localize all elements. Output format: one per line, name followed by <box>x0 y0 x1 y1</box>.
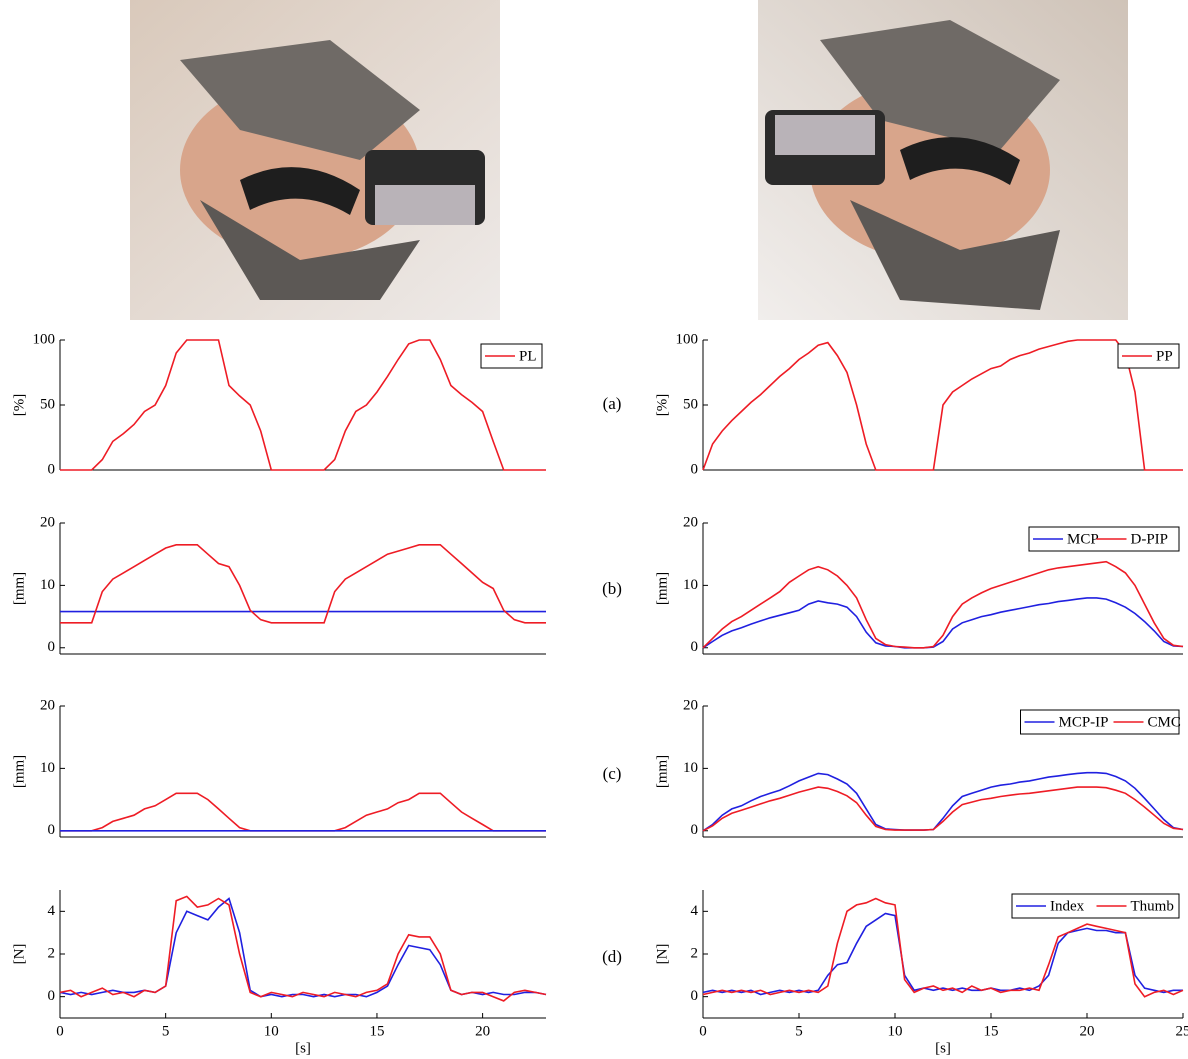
y-axis-label: [mm] <box>654 572 670 605</box>
y-tick-label: 10 <box>40 760 55 776</box>
y-tick-label: 0 <box>48 461 56 477</box>
x-tick-label: 15 <box>984 1023 999 1039</box>
y-tick-label: 0 <box>691 639 699 655</box>
y-tick-label: 0 <box>691 822 699 838</box>
y-axis-label: [%] <box>654 394 670 417</box>
x-tick-label: 5 <box>795 1023 803 1039</box>
y-tick-label: 4 <box>48 903 56 919</box>
y-tick-label: 10 <box>40 577 55 593</box>
x-tick-label: 10 <box>888 1023 903 1039</box>
photo-right <box>758 0 1128 320</box>
y-tick-label: 20 <box>40 514 55 530</box>
y-axis-label: [N] <box>11 944 27 965</box>
series-line <box>59 895 547 1002</box>
legend-label: CMC <box>1148 714 1181 730</box>
x-tick-label: 10 <box>264 1023 279 1039</box>
series-line <box>702 912 1183 996</box>
x-tick-label: 15 <box>369 1023 384 1039</box>
panel-label: (a) <box>603 394 622 413</box>
series-line <box>60 792 546 832</box>
y-tick-label: 10 <box>683 760 698 776</box>
panel-label: (c) <box>603 764 622 783</box>
series-line <box>702 597 1184 649</box>
legend-label: Thumb <box>1131 898 1174 914</box>
y-tick-label: 0 <box>691 988 699 1004</box>
panel-label: (b) <box>602 579 622 598</box>
y-tick-label: 2 <box>691 945 699 961</box>
y-axis-label: [%] <box>11 394 27 417</box>
photo-left <box>130 0 500 320</box>
series-line <box>702 897 1184 998</box>
y-tick-label: 4 <box>691 903 699 919</box>
series-line <box>702 339 1183 471</box>
y-axis-label: [N] <box>654 944 670 965</box>
legend-label: D-PIP <box>1131 531 1169 547</box>
y-tick-label: 100 <box>33 331 56 347</box>
x-tick-label: 20 <box>1080 1023 1095 1039</box>
legend-label: PL <box>519 348 537 364</box>
panel-label: (d) <box>602 947 622 966</box>
series-line <box>59 897 547 998</box>
y-tick-label: 20 <box>40 697 55 713</box>
y-tick-label: 50 <box>683 396 698 412</box>
y-tick-label: 2 <box>48 945 56 961</box>
y-tick-label: 0 <box>48 988 56 1004</box>
x-axis-label: [s] <box>295 1040 311 1056</box>
series-line <box>702 771 1184 832</box>
y-axis-label: [mm] <box>11 572 27 605</box>
series-line <box>702 560 1184 649</box>
x-tick-label: 5 <box>162 1023 170 1039</box>
legend-label: Index <box>1050 898 1085 914</box>
legend-box <box>1011 893 1180 919</box>
x-axis-label: [s] <box>935 1040 951 1056</box>
y-axis-label: [mm] <box>654 755 670 788</box>
series-line <box>702 786 1184 832</box>
y-tick-label: 20 <box>683 697 698 713</box>
y-tick-label: 0 <box>48 822 56 838</box>
y-tick-label: 10 <box>683 577 698 593</box>
x-tick-label: 20 <box>475 1023 490 1039</box>
y-tick-label: 100 <box>676 331 699 347</box>
y-tick-label: 50 <box>40 396 55 412</box>
x-tick-label: 0 <box>699 1023 707 1039</box>
series-line <box>60 544 546 624</box>
y-tick-label: 0 <box>48 639 56 655</box>
legend-label: PP <box>1156 348 1173 364</box>
legend-label: MCP-IP <box>1059 714 1109 730</box>
series-line <box>60 339 546 471</box>
y-tick-label: 20 <box>683 514 698 530</box>
legend-label: MCP <box>1067 531 1099 547</box>
x-tick-label: 25 <box>1176 1023 1188 1039</box>
x-tick-label: 0 <box>56 1023 64 1039</box>
y-axis-label: [mm] <box>11 755 27 788</box>
y-tick-label: 0 <box>691 461 699 477</box>
